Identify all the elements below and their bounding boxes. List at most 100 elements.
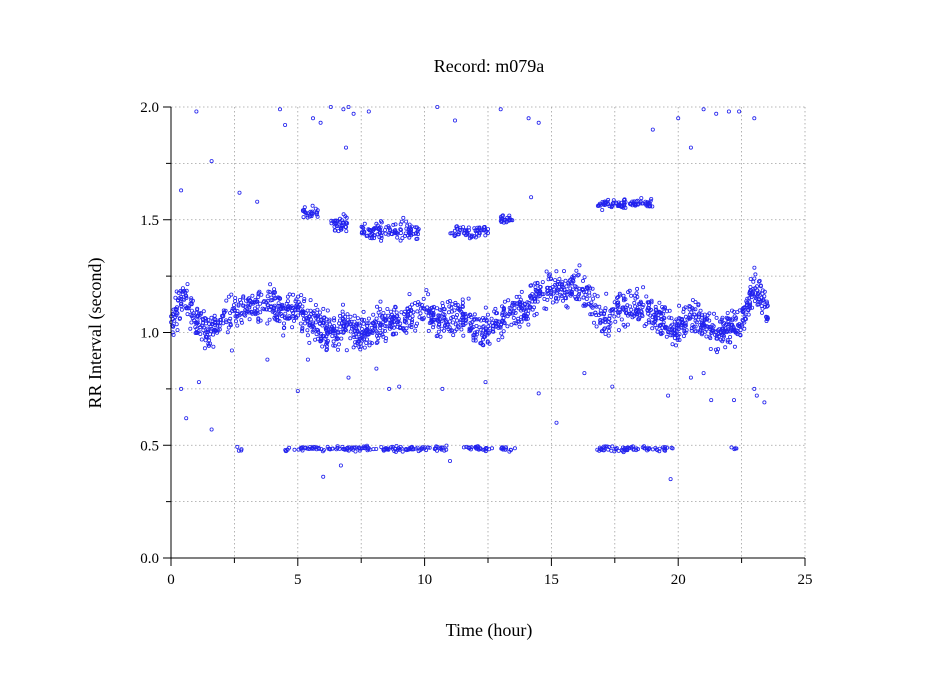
data-point bbox=[382, 328, 387, 333]
data-point bbox=[305, 357, 310, 362]
data-point bbox=[362, 221, 367, 226]
data-point bbox=[740, 310, 745, 315]
data-point bbox=[236, 302, 241, 307]
data-point bbox=[239, 310, 244, 315]
data-point bbox=[720, 315, 725, 320]
data-point bbox=[426, 313, 431, 318]
data-point bbox=[220, 314, 225, 319]
data-point bbox=[374, 446, 379, 451]
data-point bbox=[190, 316, 195, 321]
data-point bbox=[424, 288, 429, 293]
data-point bbox=[725, 337, 730, 342]
data-point bbox=[437, 307, 442, 312]
data-point bbox=[662, 305, 667, 310]
data-point bbox=[283, 123, 288, 128]
data-point bbox=[483, 445, 488, 450]
data-point bbox=[503, 445, 508, 450]
data-point bbox=[752, 276, 757, 281]
data-point bbox=[290, 308, 295, 313]
data-point bbox=[666, 393, 671, 398]
data-point bbox=[435, 105, 440, 110]
data-point bbox=[211, 344, 216, 349]
data-point bbox=[332, 343, 337, 348]
data-point bbox=[734, 446, 739, 451]
data-point bbox=[698, 328, 703, 333]
data-point bbox=[444, 447, 449, 452]
data-point bbox=[603, 306, 608, 311]
data-point bbox=[450, 302, 455, 307]
data-point bbox=[642, 446, 647, 451]
data-point bbox=[378, 321, 383, 326]
data-point bbox=[198, 310, 203, 315]
data-point bbox=[421, 316, 426, 321]
data-point bbox=[481, 447, 486, 452]
data-point bbox=[384, 324, 389, 329]
data-point bbox=[468, 447, 473, 452]
data-point bbox=[447, 458, 452, 463]
data-point bbox=[302, 321, 307, 326]
data-point bbox=[535, 288, 540, 293]
x-tick-label: 5 bbox=[294, 572, 302, 588]
data-point bbox=[708, 336, 713, 341]
data-point bbox=[615, 295, 620, 300]
data-point bbox=[341, 323, 346, 328]
data-point bbox=[639, 300, 644, 305]
data-point bbox=[748, 276, 753, 281]
data-point bbox=[612, 314, 617, 319]
data-point bbox=[332, 316, 337, 321]
data-point bbox=[607, 328, 612, 333]
data-point bbox=[398, 227, 403, 232]
data-point bbox=[609, 308, 614, 313]
data-point bbox=[630, 315, 635, 320]
data-point bbox=[278, 311, 283, 316]
data-point bbox=[639, 312, 644, 317]
data-point bbox=[337, 313, 342, 318]
data-point bbox=[336, 342, 341, 347]
data-point bbox=[533, 296, 538, 301]
data-point bbox=[438, 334, 443, 339]
data-point bbox=[335, 347, 340, 352]
data-point bbox=[675, 337, 680, 342]
data-point bbox=[175, 298, 180, 303]
data-point bbox=[490, 329, 495, 334]
data-point bbox=[361, 445, 366, 450]
data-point bbox=[668, 333, 673, 338]
data-point bbox=[636, 317, 641, 322]
data-point bbox=[342, 327, 347, 332]
data-point bbox=[367, 343, 372, 348]
data-point bbox=[602, 326, 607, 331]
data-point bbox=[212, 313, 217, 318]
data-point bbox=[379, 235, 384, 240]
data-point bbox=[667, 315, 672, 320]
data-point bbox=[598, 308, 603, 313]
data-point bbox=[589, 300, 594, 305]
data-point bbox=[700, 313, 705, 318]
data-point bbox=[443, 322, 448, 327]
data-point bbox=[702, 317, 707, 322]
data-point bbox=[522, 313, 527, 318]
chart-title: Record: m079a bbox=[434, 56, 544, 76]
data-point bbox=[270, 297, 275, 302]
data-point bbox=[210, 319, 215, 324]
data-point bbox=[389, 320, 394, 325]
data-point bbox=[390, 444, 395, 449]
data-point bbox=[485, 312, 490, 317]
data-point bbox=[318, 333, 323, 338]
data-point bbox=[549, 294, 554, 299]
data-point bbox=[752, 299, 757, 304]
data-point bbox=[561, 298, 566, 303]
data-point bbox=[415, 232, 420, 237]
data-point bbox=[431, 322, 436, 327]
data-point bbox=[546, 273, 551, 278]
data-point bbox=[463, 321, 468, 326]
data-point bbox=[601, 448, 606, 453]
data-point bbox=[360, 338, 365, 343]
data-point bbox=[366, 109, 371, 114]
data-point bbox=[760, 306, 765, 311]
data-point bbox=[173, 315, 178, 320]
data-point bbox=[282, 325, 287, 330]
data-point bbox=[625, 322, 630, 327]
data-point bbox=[397, 384, 402, 389]
data-point bbox=[387, 326, 392, 331]
data-point bbox=[368, 329, 373, 334]
